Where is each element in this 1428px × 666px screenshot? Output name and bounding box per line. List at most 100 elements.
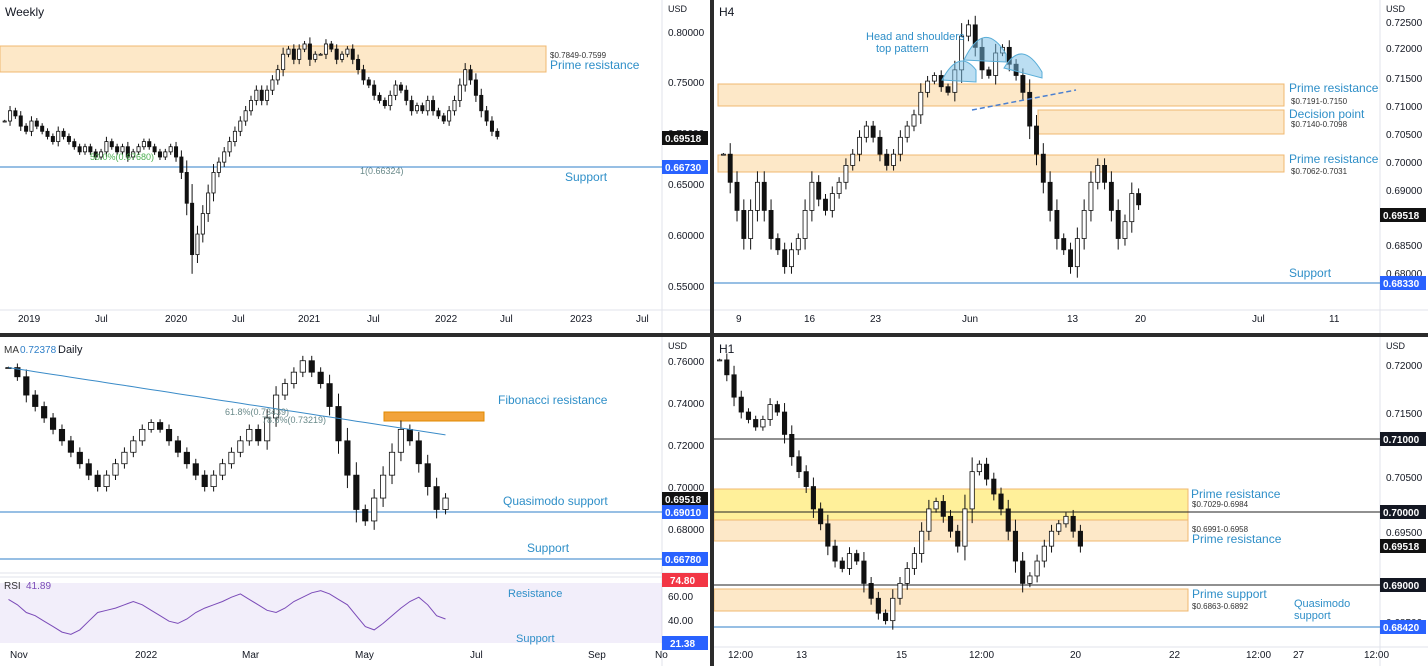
candle-body [431, 100, 436, 112]
currency-label: USD [1386, 4, 1406, 14]
candle-body [157, 422, 164, 430]
zone-range-0: $0.7191-0.7150 [1291, 97, 1348, 106]
candle-body [875, 597, 881, 614]
candle-body [495, 130, 500, 137]
price-tick: 0.72500 [1386, 18, 1423, 29]
candle-body [1115, 210, 1121, 239]
rsi-value: 41.89 [26, 581, 51, 592]
rsi-resistance-label: Resistance [508, 588, 562, 600]
candle-body [361, 69, 366, 81]
rsi-label: RSI [4, 581, 21, 592]
price-label-badge [662, 160, 708, 174]
time-tick: 11 [1329, 314, 1340, 325]
candle-body [717, 359, 723, 362]
time-tick: 12:00 [728, 650, 753, 661]
candle-body [947, 515, 954, 532]
candle-body [281, 53, 286, 71]
candle-body [165, 428, 173, 442]
daily-chart-panel[interactable]: Fibonacci resistance Quasimodo support Sup… [0, 337, 710, 666]
price-tick: 0.69000 [1386, 186, 1423, 197]
candle-body [313, 53, 318, 60]
candle-body [442, 497, 449, 510]
candle-body [976, 463, 982, 473]
candle-body [904, 568, 910, 584]
candle-body [112, 463, 119, 476]
candle-body [397, 428, 405, 453]
zone-2 [714, 588, 1189, 612]
candle-body [1020, 75, 1026, 93]
weekly-chart[interactable]: Prime resistance$0.7849-0.7599 Support 50.… [0, 0, 710, 333]
time-tick: 2019 [18, 314, 41, 325]
candle-body [308, 360, 315, 373]
candle-body [72, 141, 77, 148]
time-tick: 2022 [435, 314, 458, 325]
last-price-text: 0.69518 [1383, 211, 1420, 222]
rsi-line [8, 590, 446, 635]
price-label-text: 0.68330 [1383, 279, 1420, 290]
price-label-text: 0.68420 [1383, 623, 1420, 634]
candle-body [40, 125, 45, 132]
rsi-upper-text: 74.80 [670, 576, 695, 587]
candle-body [334, 48, 339, 60]
candle-body [372, 84, 377, 96]
last-price-badge [662, 492, 708, 506]
time-tick: No [655, 650, 668, 661]
candle-body [157, 151, 162, 158]
candle-body [246, 428, 253, 442]
candle-body [823, 198, 828, 211]
last-price-text: 0.69518 [1383, 542, 1420, 553]
candle-body [425, 100, 430, 112]
candle-body [183, 451, 190, 465]
level-label-0: Support [565, 170, 608, 184]
candle-body [1005, 508, 1011, 532]
candle-body [329, 43, 334, 50]
candle-body [931, 75, 937, 82]
zone-label-0: Prime resistance [550, 58, 640, 72]
candle-body [228, 451, 235, 465]
candle-body [1063, 515, 1069, 525]
daily-chart[interactable]: Fibonacci resistance Quasimodo support Sup… [0, 337, 710, 666]
candle-body [382, 100, 387, 107]
candle-body [219, 463, 226, 476]
candle-body [890, 597, 896, 622]
zone-range-1: $0.6991-0.6958 [1192, 525, 1249, 534]
candle-body [424, 463, 431, 488]
candle-body [67, 440, 74, 453]
price-tick: 0.71500 [1386, 74, 1423, 85]
ma-value: 0.72378 [20, 345, 57, 356]
h1-chart-panel[interactable]: Prime resistance $0.7029-0.6984 Prime resi… [714, 337, 1428, 666]
candle-body [49, 417, 57, 430]
time-tick: 23 [870, 314, 882, 325]
price-tick: 0.65000 [668, 180, 705, 191]
zone-range-0: $0.7029-0.6984 [1192, 500, 1249, 509]
zone-range-0: $0.7849-0.7599 [550, 51, 607, 60]
price-label-badge [1380, 620, 1426, 634]
candle-body [748, 210, 754, 239]
candle-body [843, 165, 849, 183]
time-tick: 13 [1067, 314, 1079, 325]
candle-body [441, 115, 446, 122]
candle-body [816, 181, 822, 200]
weekly-chart-panel[interactable]: Prime resistance $0.7849-0.7599 Support 50.… [0, 0, 710, 333]
candle-body [965, 24, 971, 37]
candle-body [1047, 181, 1053, 211]
candle-body [18, 115, 23, 127]
candle-body [94, 474, 101, 488]
candle-body [836, 181, 842, 194]
h4-chart-panel[interactable]: Prime resistance $0.7191-0.7150 Decision p… [714, 0, 1428, 333]
price-tick: 0.70000 [668, 483, 705, 494]
candle-body [818, 508, 824, 525]
price-tick: 0.69500 [1386, 528, 1423, 539]
candle-body [810, 486, 816, 510]
candle-body [774, 404, 780, 413]
candle-body [190, 202, 195, 256]
candle-body [789, 249, 794, 268]
price-label-text: 0.69010 [665, 508, 702, 519]
time-tick: 15 [896, 650, 908, 661]
candle-body [1040, 153, 1046, 183]
price-tick: 0.55000 [668, 282, 705, 293]
time-tick: 2020 [165, 314, 188, 325]
candle-body [789, 434, 795, 458]
